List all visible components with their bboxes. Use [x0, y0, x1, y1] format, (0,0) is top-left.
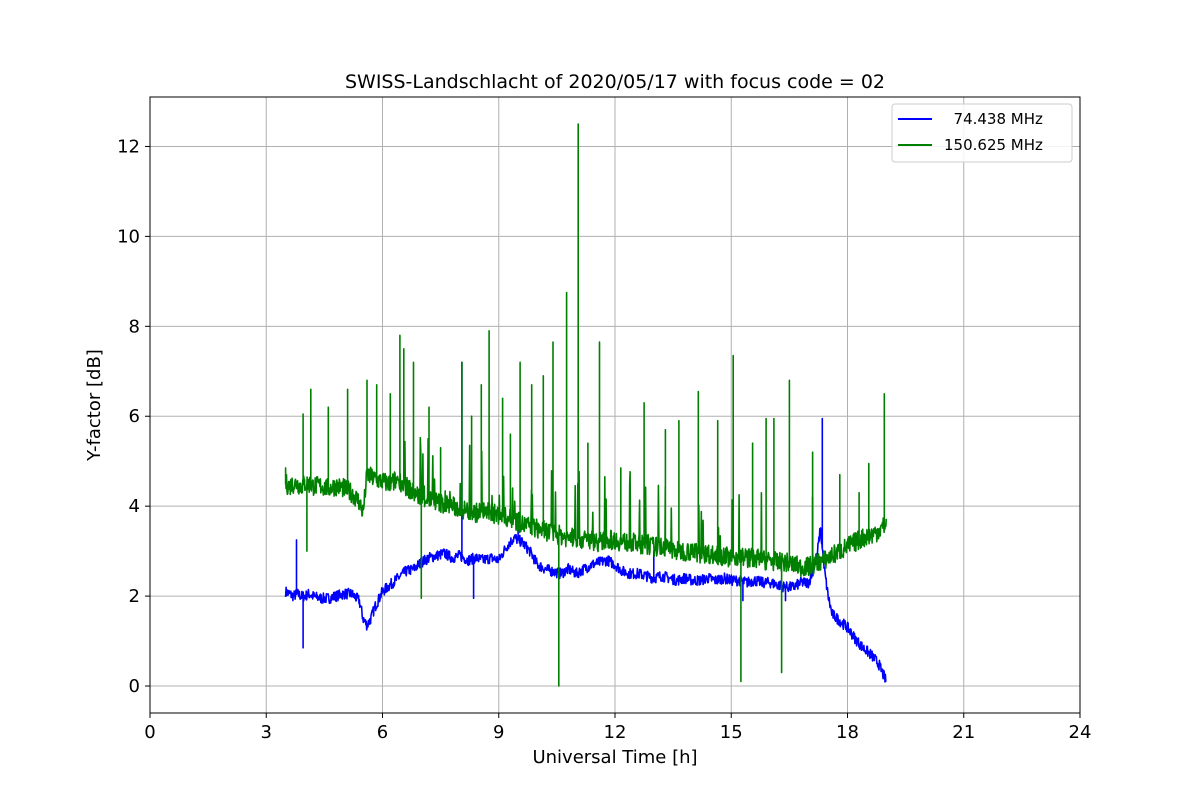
y-tick-label: 4	[129, 496, 140, 517]
legend: 74.438 MHz 150.625 MHz	[891, 103, 1073, 163]
series-line-2	[284, 123, 888, 687]
y-axis: 0 2 4 6 8 10 12	[117, 136, 150, 697]
x-tick-label: 3	[261, 722, 272, 743]
y-tick-label: 6	[129, 406, 140, 427]
plot-area	[284, 123, 888, 687]
x-tick-label: 12	[604, 722, 627, 743]
x-tick-label: 9	[493, 722, 504, 743]
series-line-1	[284, 361, 887, 683]
y-tick-label: 10	[117, 226, 140, 247]
x-axis-label: Universal Time [h]	[532, 747, 697, 768]
y-tick-label: 12	[117, 136, 140, 157]
y-tick-label: 0	[129, 676, 140, 697]
legend-box	[891, 103, 1073, 163]
legend-label-2: 150.625 MHz	[944, 136, 1043, 154]
x-tick-label: 0	[144, 722, 155, 743]
x-tick-label: 6	[377, 722, 388, 743]
x-axis: 0 3 6 9 12 15 18 21 24	[144, 713, 1091, 743]
chart-title: SWISS-Landschlacht of 2020/05/17 with fo…	[345, 71, 885, 93]
y-tick-label: 2	[129, 586, 140, 607]
y-tick-label: 8	[129, 316, 140, 337]
x-tick-label: 15	[720, 722, 743, 743]
grid	[149, 97, 1081, 713]
x-tick-label: 21	[952, 722, 975, 743]
x-tick-label: 18	[836, 722, 859, 743]
y-axis-label: Y-factor [dB]	[84, 349, 105, 462]
legend-label-1: 74.438 MHz	[944, 110, 1043, 128]
x-tick-label: 24	[1069, 722, 1092, 743]
